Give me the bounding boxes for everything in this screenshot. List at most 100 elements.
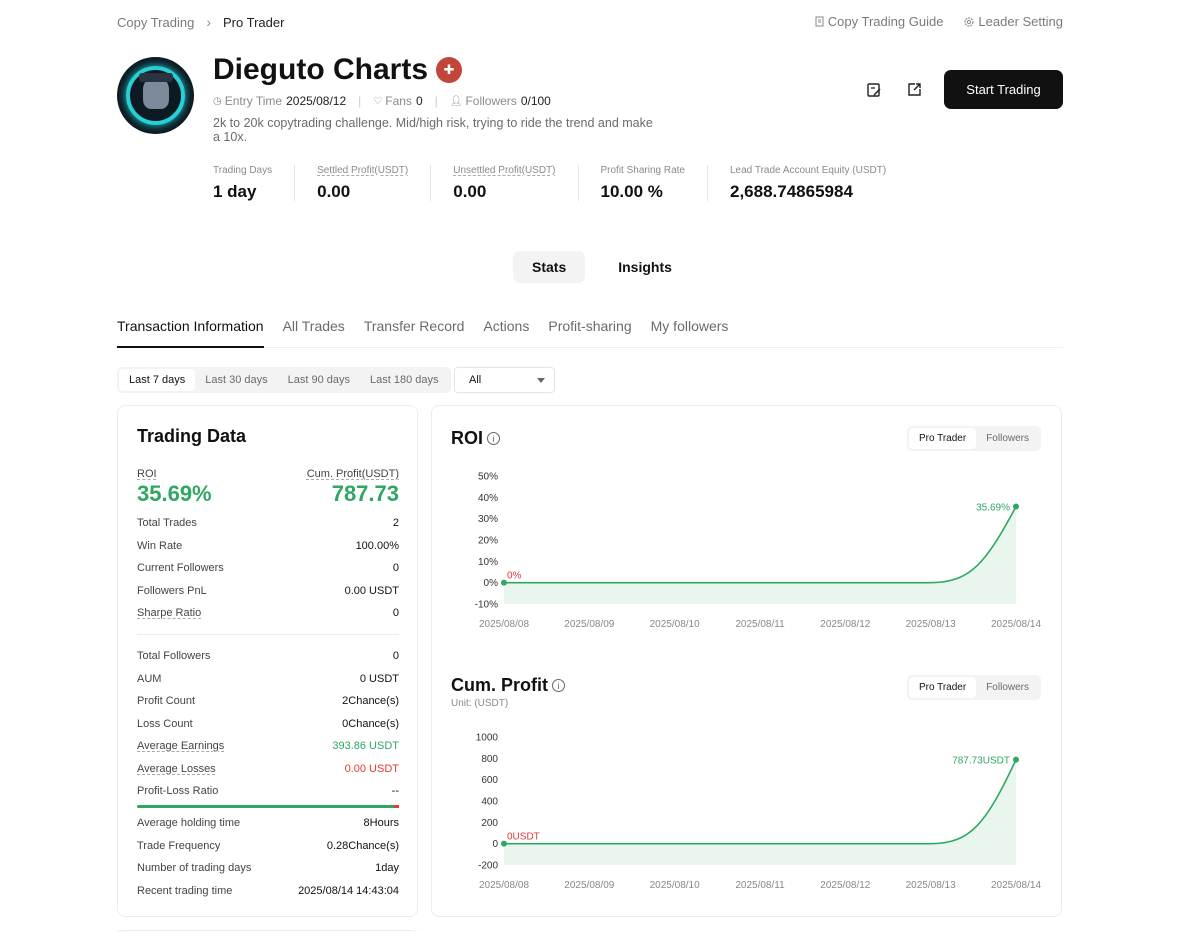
- y-tick-label: 200: [481, 818, 498, 829]
- metrics-group-c: Average holding time 8Hours Trade Frequen…: [137, 812, 399, 902]
- y-tick-label: -10%: [475, 600, 498, 611]
- avatar-figure: [143, 77, 169, 109]
- y-tick-label: 20%: [478, 536, 498, 547]
- tab-my-followers[interactable]: My followers: [650, 318, 729, 334]
- stat-value: 2,688.74865984: [730, 182, 853, 201]
- metric-row: Sharpe Ratio 0: [137, 602, 399, 625]
- metric-row: Average holding time 8Hours: [137, 812, 399, 835]
- breadcrumb-current: Pro Trader: [223, 14, 285, 30]
- period-30-days[interactable]: Last 30 days: [205, 374, 268, 386]
- share-icon: [907, 83, 921, 96]
- metric-row: Recent trading time 2025/08/14 14:43:04: [137, 880, 399, 903]
- cum-profit-label[interactable]: Cum. Profit(USDT): [306, 468, 399, 480]
- info-icon[interactable]: i: [552, 679, 565, 692]
- metric-label: Loss Count: [137, 717, 193, 730]
- tab-transfer-record[interactable]: Transfer Record: [363, 318, 465, 334]
- tab-actions[interactable]: Actions: [483, 318, 530, 334]
- metric-label[interactable]: Sharpe Ratio: [137, 607, 202, 620]
- breadcrumb: Copy Trading › Pro Trader: [117, 14, 284, 30]
- period-7-days[interactable]: Last 7 days: [119, 369, 196, 391]
- metric-value: 2Chance(s): [342, 695, 399, 708]
- toggle-followers[interactable]: Followers: [986, 433, 1029, 444]
- edit-button[interactable]: [864, 80, 884, 100]
- metric-value: 393.86 USDT: [332, 740, 399, 753]
- share-button[interactable]: [904, 80, 924, 100]
- period-180-days[interactable]: Last 180 days: [370, 374, 439, 386]
- toggle-pro-trader[interactable]: Pro Trader: [908, 428, 977, 449]
- fans-value: 0: [415, 94, 423, 108]
- metric-label: Total Trades: [137, 517, 197, 530]
- x-tick-label: 2025/08/08: [479, 619, 529, 630]
- symbol-filter-select[interactable]: All: [454, 367, 555, 393]
- x-tick-label: 2025/08/10: [650, 619, 700, 630]
- tab-stats[interactable]: Stats: [513, 251, 586, 283]
- roi-summary: ROI Cum. Profit(USDT) 35.69% 787.73: [137, 468, 399, 507]
- metric-label: Average holding time: [137, 817, 241, 830]
- toggle-pro-trader[interactable]: Pro Trader: [908, 677, 977, 698]
- metric-value: 0.00 USDT: [344, 584, 399, 597]
- copy-trading-guide-link[interactable]: Copy Trading Guide: [814, 14, 943, 29]
- roi-label[interactable]: ROI: [137, 468, 157, 480]
- trader-stats: Trading Days 1 day Settled Profit(USDT) …: [213, 165, 930, 201]
- end-value-label: 787.73USDT: [952, 756, 1010, 767]
- series-area: [504, 506, 1016, 604]
- stat-value: 0.00: [317, 182, 351, 201]
- breadcrumb-parent[interactable]: Copy Trading: [117, 14, 195, 30]
- cum-chart-title: Cum. Profit: [451, 675, 548, 695]
- leader-setting-label: Leader Setting: [978, 14, 1063, 29]
- tab-all-trades[interactable]: All Trades: [282, 318, 345, 334]
- y-tick-label: 0%: [484, 578, 499, 589]
- followers-value: 0/100: [520, 94, 551, 108]
- document-icon: [815, 16, 824, 27]
- end-point: [1013, 503, 1019, 510]
- start-trading-button[interactable]: Start Trading: [944, 70, 1063, 109]
- metric-value: 0Chance(s): [342, 717, 399, 730]
- user-icon: 👤︎: [449, 95, 463, 107]
- edit-icon: [867, 82, 881, 97]
- metric-label: Trade Frequency: [137, 839, 221, 852]
- metric-label: Recent trading time: [137, 884, 233, 897]
- metric-label[interactable]: Average Earnings: [137, 740, 225, 753]
- tab-transaction-information[interactable]: Transaction Information: [117, 318, 264, 348]
- metrics-group-a: Total Trades 2 Win Rate 100.00% Current Fo…: [137, 512, 399, 625]
- metric-label: Current Followers: [137, 562, 224, 575]
- metric-value: 100.00%: [355, 539, 399, 552]
- select-value: All: [469, 374, 482, 386]
- period-selector: Last 7 days Last 30 days Last 90 days La…: [117, 367, 451, 393]
- metric-label: Total Followers: [137, 650, 211, 663]
- tab-insights[interactable]: Insights: [618, 259, 672, 275]
- stat-label[interactable]: Settled Profit(USDT): [317, 165, 409, 176]
- avatar-ring: [126, 66, 185, 125]
- metric-value: --: [391, 785, 399, 798]
- metric-value: 0: [392, 607, 399, 620]
- x-tick-label: 2025/08/11: [735, 619, 785, 630]
- stat-profit-sharing-rate: Profit Sharing Rate 10.00 %: [601, 165, 708, 201]
- metric-row: Total Followers 0: [137, 645, 399, 668]
- start-value-label: 0USDT: [507, 832, 540, 843]
- gear-icon: [964, 16, 975, 27]
- y-tick-label: 1000: [476, 733, 499, 744]
- profit-loss-ratio-bar: [137, 805, 399, 808]
- tab-profit-sharing[interactable]: Profit-sharing: [548, 318, 632, 334]
- metric-row: Trade Frequency 0.28Chance(s): [137, 835, 399, 858]
- metric-label[interactable]: Average Losses: [137, 762, 216, 775]
- stat-label[interactable]: Unsettled Profit(USDT): [453, 165, 556, 176]
- top-nav: Copy Trading › Pro Trader Copy Trading G…: [117, 14, 1063, 32]
- y-tick-label: 10%: [478, 557, 498, 568]
- metric-label: Followers PnL: [137, 584, 207, 597]
- info-icon[interactable]: i: [487, 432, 501, 445]
- trader-name-row: Dieguto Charts ✚: [213, 53, 463, 87]
- cum-chart-title-row: Cum. Profit i: [451, 675, 565, 696]
- metric-label: AUM: [137, 672, 162, 685]
- period-90-days[interactable]: Last 90 days: [287, 374, 351, 386]
- start-point: [501, 579, 507, 586]
- leader-setting-link[interactable]: Leader Setting: [963, 14, 1063, 29]
- metric-label: Profit Count: [137, 695, 196, 708]
- roi-chart-toggle: Pro Trader Followers: [906, 426, 1041, 451]
- loss-portion: [393, 805, 399, 808]
- metric-label: Win Rate: [137, 539, 183, 552]
- divider: [137, 634, 399, 635]
- x-tick-label: 2025/08/13: [906, 619, 956, 630]
- toggle-followers[interactable]: Followers: [986, 682, 1029, 693]
- y-tick-label: -200: [478, 861, 498, 872]
